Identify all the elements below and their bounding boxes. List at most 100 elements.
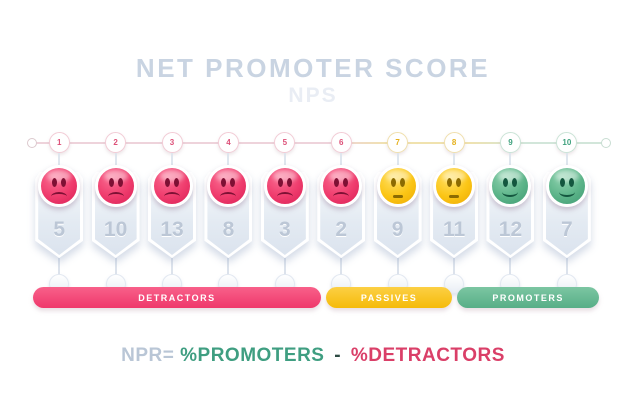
timeline-node: 1	[48, 132, 70, 153]
mouth-icon	[220, 192, 237, 201]
score-value: 3	[278, 218, 291, 241]
connector-line	[509, 258, 512, 276]
connector-line	[58, 153, 61, 165]
timeline-node: 6	[330, 132, 352, 153]
timeline-node-label: 8	[451, 138, 457, 147]
score-card: 8	[201, 165, 255, 258]
eye-icon	[390, 178, 396, 187]
connector-line	[396, 258, 399, 276]
page-title: NET PROMOTER SCORE	[135, 53, 491, 83]
connector-line	[453, 258, 456, 276]
connector-line	[565, 153, 568, 165]
eye-icon	[221, 178, 227, 187]
connector-line	[283, 153, 286, 165]
timeline-node: 5	[274, 132, 296, 153]
segment-promoters: PROMOTERS	[457, 287, 599, 308]
score-value: 10	[103, 218, 128, 241]
score-value: 5	[53, 218, 66, 241]
sad-face-icon	[38, 165, 81, 207]
mouth-icon	[164, 192, 181, 201]
segment-label: PROMOTERS	[492, 292, 564, 303]
happy-face-icon	[545, 165, 588, 207]
eye-icon	[117, 178, 123, 187]
score-card: 13	[145, 165, 199, 258]
segment-label: PASSIVES	[360, 292, 418, 303]
eye-icon	[456, 178, 462, 187]
timeline-node-label: 3	[169, 138, 175, 147]
eye-icon	[61, 178, 67, 187]
sad-face-icon	[207, 165, 250, 207]
score-value: 9	[391, 218, 404, 241]
sad-face-icon	[151, 165, 194, 207]
segment-detractors: DETRACTORS	[33, 287, 321, 308]
timeline-axis	[36, 142, 604, 144]
mouth-icon	[276, 192, 293, 201]
neutral-face-icon	[376, 165, 419, 207]
connector-line	[283, 258, 286, 276]
connector-line	[340, 258, 343, 276]
mouth-icon	[502, 187, 519, 197]
hanging-circle	[444, 274, 465, 294]
segment-label: DETRACTORS	[138, 292, 216, 303]
connector-line	[227, 258, 230, 276]
timeline-node-label: 6	[339, 138, 344, 147]
timeline-start-circle	[27, 138, 37, 148]
eye-icon	[343, 178, 349, 187]
score-card: 2	[314, 165, 368, 258]
connector-line	[114, 153, 117, 165]
connector-line	[58, 258, 61, 276]
connector-line	[396, 153, 399, 165]
connector-line	[171, 153, 174, 165]
timeline-node: 7	[387, 132, 409, 153]
score-value: 13	[160, 218, 184, 241]
score-column: 10 7	[539, 132, 595, 294]
connector-line	[171, 258, 174, 276]
timeline-node: 10	[556, 132, 578, 153]
eye-icon	[503, 178, 509, 187]
sad-face-icon	[320, 165, 363, 207]
connector-line	[340, 153, 343, 165]
score-column: 5 3	[257, 132, 313, 294]
connector-line	[114, 258, 117, 276]
connector-line	[509, 153, 512, 165]
connector-line	[453, 153, 456, 165]
neutral-face-icon	[433, 165, 476, 207]
happy-face-icon	[489, 165, 532, 207]
score-column: 2 10	[87, 132, 143, 294]
formula-detractors: %DETRACTORS	[350, 345, 505, 366]
timeline-node: 2	[105, 132, 127, 153]
formula-prefix: NPR=	[121, 345, 175, 366]
timeline-node-label: 9	[508, 138, 513, 147]
score-value: 2	[335, 218, 348, 241]
timeline-node-label: 10	[562, 138, 572, 147]
eye-icon	[277, 178, 283, 187]
timeline-node: 4	[217, 132, 239, 153]
score-card: 5	[32, 165, 86, 258]
timeline-node-label: 4	[226, 138, 231, 147]
eye-icon	[174, 178, 180, 187]
score-card: 7	[540, 165, 594, 258]
score-column: 7 9	[369, 132, 425, 294]
eye-icon	[399, 178, 405, 187]
sad-face-icon	[94, 165, 137, 207]
score-card: 3	[258, 165, 312, 258]
eye-icon	[559, 178, 565, 187]
connector-line	[565, 258, 568, 276]
score-value: 7	[561, 218, 573, 241]
eye-icon	[568, 178, 574, 187]
eye-icon	[334, 178, 340, 187]
score-column: 3 13	[144, 132, 200, 294]
eye-icon	[52, 178, 58, 187]
mouth-icon	[558, 187, 575, 197]
timeline-node-label: 5	[282, 138, 288, 147]
score-value: 8	[222, 218, 235, 241]
eye-icon	[108, 178, 114, 187]
score-column: 9 12	[482, 132, 538, 294]
timeline-node-label: 1	[56, 138, 62, 147]
score-card: 9	[371, 165, 425, 258]
score-value: 11	[442, 218, 466, 241]
page-subtitle: NPS	[288, 84, 338, 107]
score-column: 6 2	[313, 132, 369, 294]
timeline-node-label: 7	[395, 138, 400, 147]
